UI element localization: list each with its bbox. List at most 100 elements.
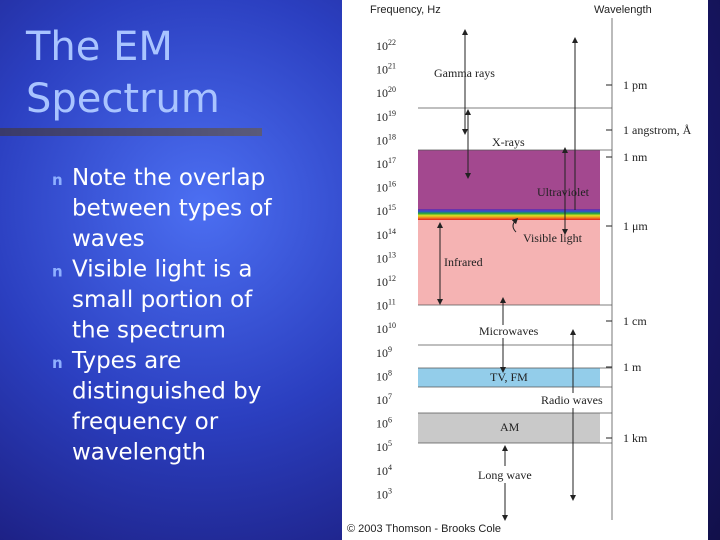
frequency-base: 10 (376, 86, 388, 100)
band-label: TV, FM (490, 370, 528, 384)
title-rule (0, 128, 262, 136)
visible-band (418, 209, 600, 220)
uv-band (418, 150, 600, 210)
frequency-exponent: 10 (388, 321, 396, 330)
frequency-base: 10 (376, 464, 388, 478)
bullet-text: Visible light is a (72, 257, 253, 283)
band-label: AM (500, 420, 520, 434)
frequency-exponent: 13 (388, 250, 396, 259)
band-label: Visible light (523, 231, 583, 245)
frequency-exponent: 18 (388, 132, 396, 141)
wavelength-label: 1 m (623, 360, 642, 374)
wavelength-label: 1 km (623, 431, 648, 445)
frequency-base: 10 (376, 275, 388, 289)
frequency-label: 109 (376, 345, 392, 360)
band-label: Infrared (444, 255, 483, 269)
frequency-label: 106 (376, 416, 392, 431)
frequency-label: 103 (376, 486, 392, 501)
frequency-base: 10 (376, 393, 388, 407)
frequency-base: 10 (376, 417, 388, 431)
frequency-label: 107 (376, 392, 392, 407)
frequency-header: Frequency, Hz (370, 4, 441, 16)
frequency-label: 1022 (376, 38, 396, 53)
range-arrows (437, 29, 578, 521)
frequency-exponent: 5 (388, 439, 392, 448)
frequency-base: 10 (376, 63, 388, 77)
slide-title: The EM (25, 24, 173, 70)
bullet-marker: n (52, 263, 63, 281)
frequency-exponent: 15 (388, 203, 396, 212)
ir-band (418, 220, 600, 305)
frequency-exponent: 9 (388, 345, 392, 354)
bullet-text: the spectrum (72, 318, 226, 344)
bullet-text: Note the overlap (72, 165, 265, 191)
band-label: Long wave (478, 468, 532, 482)
bullet-text: between types of (72, 196, 273, 222)
frequency-exponent: 22 (388, 38, 396, 47)
frequency-exponent: 8 (388, 368, 392, 377)
frequency-base: 10 (376, 346, 388, 360)
frequency-label: 105 (376, 439, 392, 454)
wavelength-label: 1 μm (623, 219, 648, 233)
frequency-base: 10 (376, 299, 388, 313)
bullet-text: frequency or (72, 409, 219, 435)
frequency-exponent: 3 (388, 486, 392, 495)
frequency-label: 1014 (376, 227, 396, 242)
bullet-text: small portion of (72, 287, 253, 313)
frequency-base: 10 (376, 322, 388, 336)
tvfm-band (418, 368, 600, 387)
frequency-label: 1013 (376, 250, 396, 265)
frequency-base: 10 (376, 39, 388, 53)
bullet-marker: n (52, 171, 63, 189)
frequency-label: 1015 (376, 203, 396, 218)
frequency-label: 1020 (376, 85, 396, 100)
frequency-exponent: 12 (388, 274, 396, 283)
spectrum-figure (418, 18, 613, 521)
frequency-base: 10 (376, 228, 388, 242)
wavelength-header: Wavelength (594, 4, 652, 16)
frequency-label: 1018 (376, 132, 396, 147)
frequency-base: 10 (376, 133, 388, 147)
frequency-label: 1021 (376, 62, 396, 77)
frequency-label: 1011 (376, 298, 396, 313)
band-label: X-rays (492, 135, 525, 149)
band-label: Gamma rays (434, 66, 495, 80)
frequency-exponent: 14 (388, 227, 396, 236)
band-label: Microwaves (479, 324, 539, 338)
visible-pointer (511, 217, 519, 233)
wavelength-label: 1 angstrom, Å (623, 123, 692, 137)
wavelength-label: 1 cm (623, 314, 647, 328)
bullet-text: distinguished by (72, 379, 261, 405)
frequency-exponent: 21 (388, 62, 396, 71)
frequency-exponent: 11 (388, 298, 396, 307)
frequency-exponent: 16 (388, 180, 396, 189)
frequency-base: 10 (376, 369, 388, 383)
band-label: Ultraviolet (537, 185, 590, 199)
frequency-base: 10 (376, 204, 388, 218)
frequency-exponent: 17 (388, 156, 396, 165)
frequency-label: 1016 (376, 180, 396, 195)
frequency-label: 1010 (376, 321, 396, 336)
credit: © 2003 Thomson - Brooks Cole (347, 523, 501, 535)
wavelength-label: 1 nm (623, 150, 648, 164)
frequency-base: 10 (376, 157, 388, 171)
bullet-text: wavelength (72, 440, 206, 466)
frequency-label: 108 (376, 368, 392, 383)
band-lines (418, 18, 613, 520)
frequency-base: 10 (376, 181, 388, 195)
frequency-base: 10 (376, 110, 388, 124)
frequency-base: 10 (376, 487, 388, 501)
frequency-label: 104 (376, 463, 392, 478)
frequency-exponent: 20 (388, 85, 396, 94)
band-label: Radio waves (541, 393, 603, 407)
frequency-exponent: 6 (388, 416, 392, 425)
slide-title: Spectrum (26, 76, 220, 122)
bullet-marker: n (52, 354, 63, 372)
frequency-exponent: 4 (388, 463, 392, 472)
frequency-base: 10 (376, 440, 388, 454)
frequency-exponent: 7 (388, 392, 392, 401)
frequency-exponent: 19 (388, 109, 396, 118)
frequency-label: 1017 (376, 156, 396, 171)
wavelength-label: 1 pm (623, 78, 648, 92)
